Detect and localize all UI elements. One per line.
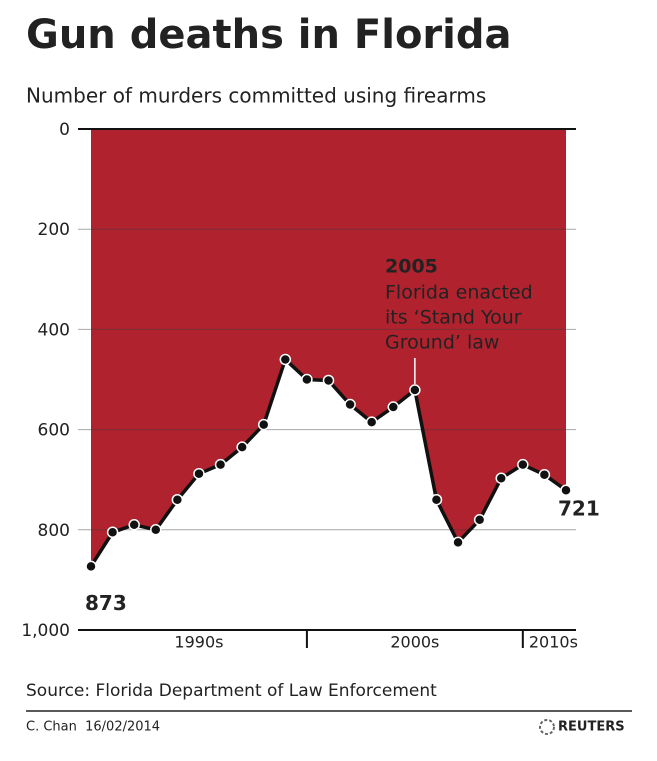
- y-tick-label: 1,000: [21, 621, 70, 641]
- data-label: 873: [85, 591, 127, 615]
- data-label: 721: [558, 497, 600, 521]
- y-tick-label: 400: [38, 320, 70, 340]
- annotation-text: Florida enacted: [385, 282, 533, 304]
- x-tick-label: 1990s: [174, 633, 223, 652]
- marker: [409, 384, 421, 396]
- credit: C. Chan 16/02/2014: [26, 720, 160, 735]
- marker: [85, 560, 97, 573]
- marker: [106, 526, 119, 539]
- logo-icon: [539, 719, 555, 735]
- chart-title: Gun deaths in Florida: [26, 12, 512, 58]
- marker: [495, 472, 507, 484]
- x-tick-label: 2000s: [390, 633, 439, 652]
- marker: [279, 353, 292, 366]
- y-tick-label: 200: [38, 220, 70, 240]
- x-tick-label: 2010s: [529, 633, 578, 652]
- marker: [322, 374, 335, 387]
- y-tick-label: 800: [38, 521, 70, 541]
- marker: [128, 519, 140, 531]
- marker: [538, 468, 551, 481]
- marker: [387, 401, 400, 413]
- marker: [214, 458, 227, 471]
- source: Source: Florida Department of Law Enforc…: [26, 681, 437, 701]
- marker: [430, 493, 443, 506]
- marker: [150, 524, 162, 536]
- marker: [344, 398, 356, 411]
- marker: [452, 536, 464, 549]
- area: [91, 129, 566, 567]
- annotation-text: Ground’ law: [385, 332, 499, 354]
- chart-subtitle: Number of murders committed using firear…: [26, 84, 486, 108]
- marker: [257, 418, 270, 431]
- marker: [301, 373, 313, 386]
- annotation-text: its ‘Stand Your: [385, 307, 522, 329]
- logo: REUTERS: [558, 720, 625, 735]
- marker: [560, 484, 572, 496]
- y-tick-label: 600: [38, 421, 70, 441]
- marker: [473, 514, 486, 526]
- marker: [193, 467, 205, 480]
- marker: [365, 416, 378, 428]
- marker: [236, 441, 248, 453]
- annotation-title: 2005: [385, 256, 438, 278]
- y-tick-label: 0: [59, 120, 70, 140]
- marker: [517, 458, 529, 471]
- marker: [171, 493, 184, 506]
